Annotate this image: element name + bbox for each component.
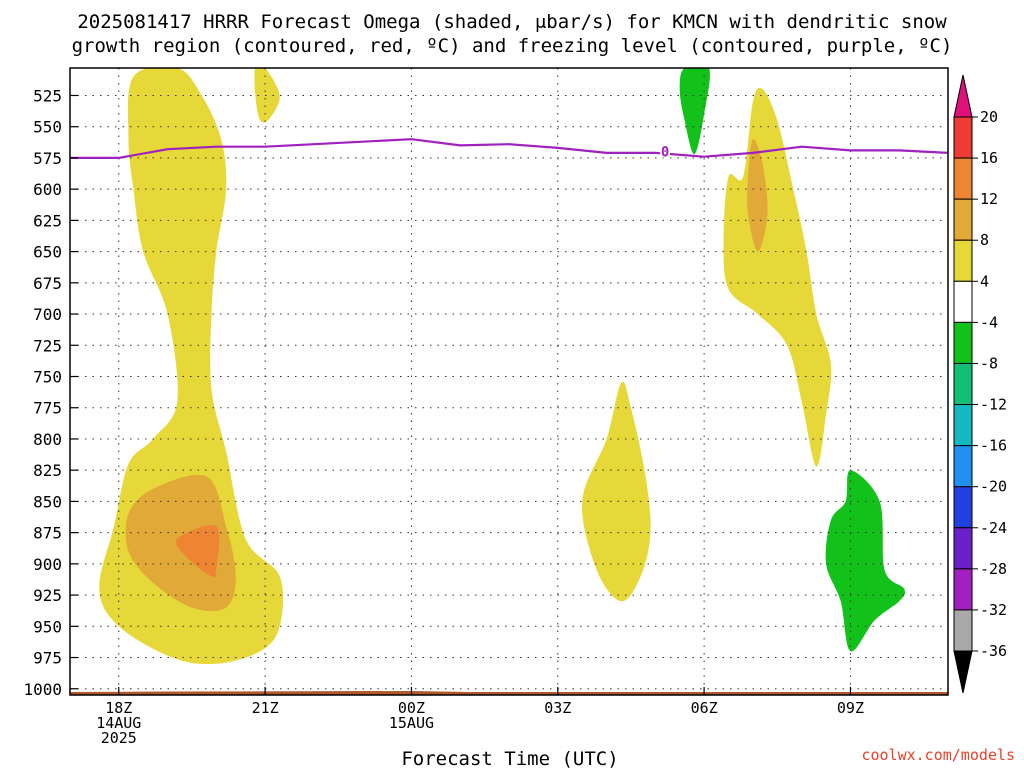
colorbar-bin [953, 568, 973, 611]
x-tick-label: 18Z [105, 699, 132, 717]
colorbar-label: -24 [980, 519, 1007, 537]
y-tick-label: 825 [33, 461, 62, 480]
colorbar-bin [953, 239, 973, 282]
omega-region-downward-motion-0600z [679, 68, 710, 155]
colorbar-label: 8 [980, 231, 989, 249]
y-tick-label: 950 [33, 617, 62, 636]
colorbar-label: 12 [980, 190, 998, 208]
colorbar-bin [953, 280, 973, 323]
x-tick-label: 21Z [252, 699, 279, 717]
colorbar-label: -28 [980, 560, 1007, 578]
y-tick-label: 925 [33, 586, 62, 605]
colorbar-bin [953, 321, 973, 364]
colorbar-label: -16 [980, 437, 1007, 455]
freezing-level-line [70, 138, 948, 159]
y-tick-label: 875 [33, 524, 62, 543]
colorbar-label: 16 [980, 149, 998, 167]
colorbar-label: -8 [980, 354, 998, 372]
colorbar-bin [953, 157, 973, 200]
y-tick-label: 650 [33, 243, 62, 262]
colorbar-label: 20 [980, 108, 998, 126]
x-tick-label: 03Z [544, 699, 571, 717]
colorbar-bin [953, 609, 973, 652]
colorbar-label: -36 [980, 642, 1007, 660]
colorbar-bottom-arrow [953, 650, 973, 694]
y-tick-label: 750 [33, 368, 62, 387]
chart-title-line-2: growth region (contoured, red, ºC) and f… [72, 35, 953, 57]
y-axis: 525 550 575 600 625 650 675 700 725 750 775 800 825 8… [23, 86, 78, 699]
colorbar-label: -20 [980, 478, 1007, 496]
y-tick-label: 575 [33, 149, 62, 168]
omega-region-downward-motion-0900z [825, 470, 906, 652]
x-axis-label: Forecast Time (UTC) [401, 748, 618, 768]
colorbar-label: 4 [980, 272, 989, 290]
freezing-label-bg [660, 143, 671, 158]
y-tick-label: 625 [33, 211, 62, 230]
omega-region-upward-motion-strong-0700z [747, 138, 768, 252]
x-tick-label: 14AUG [96, 714, 141, 732]
colorbar-bin [953, 198, 973, 241]
colorbar-top-arrow [953, 74, 973, 118]
y-tick-label: 900 [33, 555, 62, 574]
y-tick-label: 675 [33, 274, 62, 293]
y-tick-label: 850 [33, 492, 62, 511]
colorbar-bin [953, 362, 973, 406]
chart-title-line-1: 2025081417 HRRR Forecast Omega (shaded, … [77, 11, 947, 33]
colorbar-bin [953, 527, 973, 570]
y-tick-label: 600 [33, 180, 62, 199]
terrain-surface [70, 691, 948, 695]
colorbar-label: -32 [980, 601, 1007, 619]
credit-link[interactable]: coolwx.com/models [861, 746, 1015, 764]
freezing-level-contour: 0 [70, 138, 948, 161]
colorbar: 20 16 12 8 4 -4 -8 -12 -16 -20 -24 -28 -32 -36 [953, 74, 1007, 694]
y-tick-label: 800 [33, 430, 62, 449]
x-tick-label: 15AUG [389, 714, 434, 732]
x-tick-label: 06Z [691, 699, 718, 717]
y-tick-label: 975 [33, 649, 62, 668]
y-tick-label: 725 [33, 336, 62, 355]
y-tick-label: 1000 [23, 680, 62, 699]
omega-region-upward-motion-0430z [582, 381, 651, 602]
colorbar-bin [953, 116, 973, 159]
colorbar-bin [953, 404, 973, 447]
colorbar-label: -12 [980, 396, 1007, 414]
omega-region-upward-motion-upper [254, 68, 280, 123]
y-tick-label: 775 [33, 399, 62, 418]
freezing-level-label: 0 [661, 145, 669, 161]
y-tick-label: 525 [33, 86, 62, 105]
plot-area [70, 68, 948, 695]
colorbar-label: -4 [980, 313, 998, 331]
x-tick-label: 09Z [837, 699, 864, 717]
y-tick-label: 700 [33, 305, 62, 324]
colorbar-bin [953, 445, 973, 488]
colorbar-bin [953, 486, 973, 529]
x-tick-label: 2025 [101, 729, 137, 747]
plot-frame [69, 67, 949, 696]
x-tick-label: 00Z [398, 699, 425, 717]
omega-region-upward-motion-max [175, 525, 220, 578]
y-tick-label: 550 [33, 118, 62, 137]
